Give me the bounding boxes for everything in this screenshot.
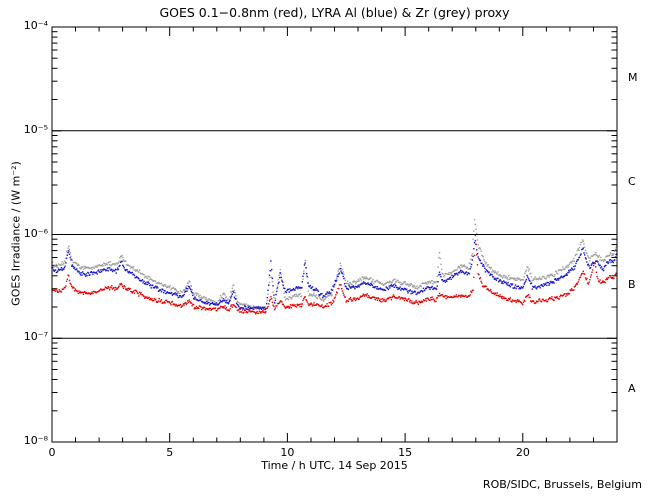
flare-class-label-m: M xyxy=(628,70,638,84)
flare-class-label-b: B xyxy=(628,278,636,292)
chart-title: GOES 0.1−0.8nm (red), LYRA Al (blue) & Z… xyxy=(159,5,510,20)
x-tick-label: 0 xyxy=(48,446,56,459)
series-lyra-zr-proxy xyxy=(51,219,618,311)
series-lyra-al-proxy xyxy=(51,240,618,311)
plot-frame xyxy=(51,26,618,443)
flare-class-label-a: A xyxy=(628,382,636,396)
series-goes-0-1-0-8nm xyxy=(51,234,618,315)
x-axis-title: Time / h UTC, 14 Sep 2015 xyxy=(261,459,408,472)
y-tick-label: 10⁻⁴ xyxy=(23,19,48,32)
y-tick-label: 10⁻⁷ xyxy=(23,330,48,344)
flare-class-label-c: C xyxy=(628,174,636,188)
y-tick-label: 10⁻⁵ xyxy=(23,122,48,136)
x-tick-label: 15 xyxy=(398,446,413,459)
x-tick-label: 5 xyxy=(166,446,174,459)
y-tick-label: 10⁻⁶ xyxy=(23,226,48,240)
x-tick-label: 10 xyxy=(280,446,295,459)
x-tick-label: 20 xyxy=(515,446,530,459)
y-tick-label: 10⁻⁸ xyxy=(23,434,48,447)
credit-line: ROB/SIDC, Brussels, Belgium xyxy=(482,478,642,491)
